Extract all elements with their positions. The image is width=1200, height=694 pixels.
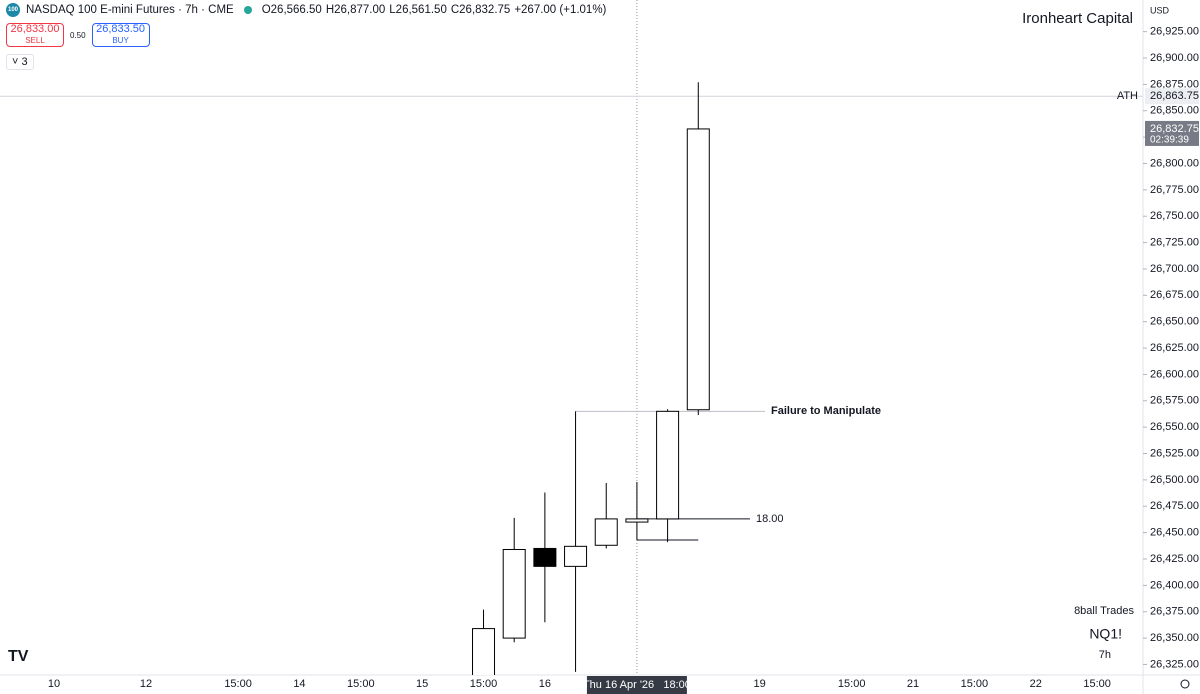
- y-tick-label: 26,625.00: [1150, 342, 1199, 354]
- x-tick-label: 15: [416, 678, 428, 690]
- trade-buttons: 26,833.00 SELL 0.50 26,833.50 BUY: [6, 23, 150, 47]
- y-tick-label: 26,900.00: [1150, 52, 1199, 64]
- y-tick-label: 26,500.00: [1150, 474, 1199, 486]
- y-tick-label: 26,925.00: [1150, 26, 1199, 38]
- x-tick-label: 15:00: [961, 678, 989, 690]
- x-tick-label: 10: [48, 678, 60, 690]
- candle-body: [656, 410, 680, 520]
- candle-body: [502, 548, 526, 639]
- y-tick-label: 26,875.00: [1150, 78, 1199, 90]
- candle-body: [472, 628, 496, 675]
- y-tick-label: 26,450.00: [1150, 527, 1199, 539]
- sell-button[interactable]: 26,833.00 SELL: [6, 23, 64, 47]
- candle-body: [594, 518, 618, 546]
- y-tick-label: 26,525.00: [1150, 447, 1199, 459]
- buy-button[interactable]: 26,833.50 BUY: [91, 23, 150, 47]
- indicators-toggle[interactable]: ˅ 3: [6, 54, 34, 70]
- price-axis: [1143, 0, 1200, 694]
- y-tick-label: 26,800.00: [1150, 157, 1199, 169]
- crosshair-time-box: [586, 676, 687, 694]
- currency[interactable]: USD: [1150, 5, 1170, 15]
- level-label: 18.00: [756, 513, 784, 525]
- x-tick-label: 21: [907, 678, 919, 690]
- plot-area: [0, 0, 1143, 675]
- y-tick-label: 26,850.00: [1150, 105, 1199, 117]
- last-price: 26,832.75: [1150, 123, 1199, 135]
- ohlc-low: L26,561.50: [389, 4, 447, 16]
- author: 8ball Trades: [1074, 605, 1134, 617]
- candle-body: [564, 545, 588, 567]
- ath-price: 26,863.75: [1150, 90, 1199, 102]
- ohlc: O26,566.50 H26,877.00 L26,561.50 C26,832.75…: [262, 4, 611, 16]
- x-tick-label: 12: [140, 678, 152, 690]
- spread: 0.50: [70, 30, 86, 40]
- ath-label: ATH: [1117, 90, 1138, 102]
- last-price-box: [1145, 120, 1199, 146]
- ohlc-close: C26,832.75: [450, 4, 511, 16]
- x-tick-label: 22: [1030, 678, 1042, 690]
- y-tick-label: 26,475.00: [1150, 500, 1199, 512]
- x-tick-label: 15:00: [1083, 678, 1111, 690]
- y-tick-label: 26,325.00: [1150, 658, 1199, 670]
- crosshair-time: Thu 16 Apr '26 18:00: [583, 679, 691, 691]
- buy-price: 26,833.50: [96, 23, 146, 35]
- x-tick-label: 15:00: [838, 678, 866, 690]
- x-tick-label: 15:00: [470, 678, 498, 690]
- y-tick-label: 26,600.00: [1150, 368, 1199, 380]
- x-tick-label: 19: [754, 678, 766, 690]
- sell-price: 26,833.00: [10, 23, 60, 35]
- candle-body: [533, 547, 557, 567]
- header: 100 NASDAQ 100 E-mini Futures · 7h · CME…: [6, 3, 610, 17]
- y-tick-label: 26,550.00: [1150, 421, 1199, 433]
- y-tick-label: 26,775.00: [1150, 184, 1199, 196]
- x-tick-label: 15:00: [347, 678, 375, 690]
- ohlc-change: +267.00 (+1.01%): [514, 4, 607, 16]
- sell-label: SELL: [25, 36, 45, 45]
- indicator-count: 3: [21, 56, 28, 68]
- y-tick-label: 26,425.00: [1150, 553, 1199, 565]
- y-tick-label: 26,350.00: [1150, 632, 1199, 644]
- y-tick-label: 26,700.00: [1150, 263, 1199, 275]
- watermark: Ironheart Capital: [1022, 10, 1133, 27]
- y-tick-label: 26,725.00: [1150, 236, 1199, 248]
- tv-logo: TV: [8, 648, 29, 665]
- y-tick-label: 26,750.00: [1150, 210, 1199, 222]
- candle-body: [686, 128, 710, 411]
- y-tick-label: 26,650.00: [1150, 316, 1199, 328]
- y-tick-label: 26,575.00: [1150, 395, 1199, 407]
- countdown: 02:39:39: [1150, 135, 1189, 146]
- ohlc-high: H26,877.00: [325, 4, 386, 16]
- level-label: Failure to Manipulate: [771, 405, 881, 417]
- y-tick-label: 26,400.00: [1150, 579, 1199, 591]
- y-tick-label: 26,375.00: [1150, 606, 1199, 618]
- y-tick-label: 26,675.00: [1150, 289, 1199, 301]
- symbol: NQ1!: [1089, 626, 1122, 642]
- candle-body: [625, 518, 649, 523]
- settings-icon[interactable]: [1180, 679, 1190, 689]
- x-tick-label: 15:00: [224, 678, 252, 690]
- status-dot: [243, 6, 252, 14]
- interval: 7h: [1099, 649, 1111, 661]
- ath-price-box: [1145, 88, 1199, 105]
- symbol-title[interactable]: NASDAQ 100 E-mini Futures · 7h · CME: [26, 4, 234, 16]
- symbol-logo: 100: [6, 3, 20, 17]
- ohlc-open: O26,566.50: [261, 4, 322, 16]
- x-tick-label: 14: [293, 678, 305, 690]
- buy-label: BUY: [112, 36, 129, 45]
- x-tick-label: 16: [539, 678, 551, 690]
